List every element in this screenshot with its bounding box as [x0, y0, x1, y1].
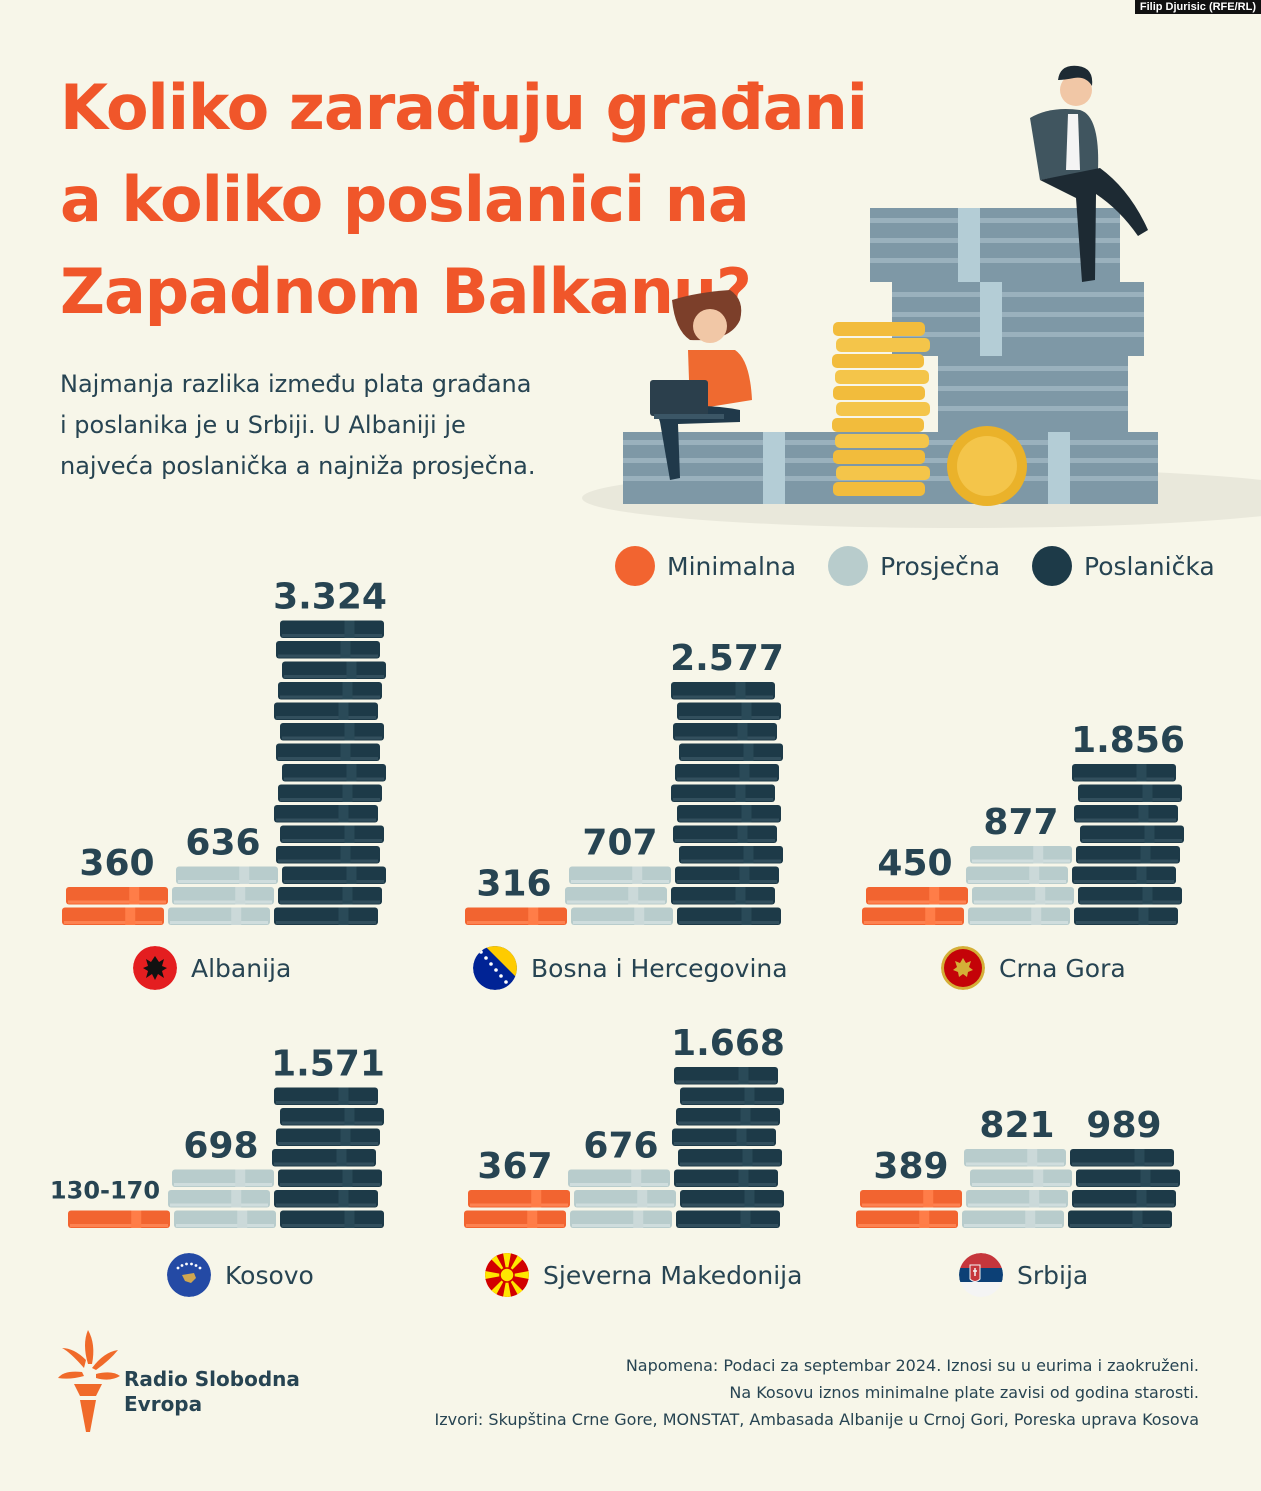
value-label-poslanicka: 2.577	[670, 638, 784, 679]
legend-label: Prosječna	[880, 551, 1001, 581]
footer-note: Na Kosovu iznos minimalne plate zavisi o…	[729, 1383, 1199, 1402]
page-title: Koliko zarađuju građani a koliko poslani…	[60, 62, 960, 338]
chart-group-1: 360 636 3.324	[62, 577, 387, 925]
legend-item-minimalna: Minimalna	[615, 546, 796, 586]
bar-prosjecna	[168, 866, 278, 925]
value-label-prosjecna: 877	[983, 802, 1058, 843]
value-label-poslanicka: 1.856	[1071, 720, 1185, 761]
value-label-minimalna: 130-170	[50, 1177, 160, 1205]
legend-swatch-minimalna	[615, 546, 655, 586]
flag-kosovo-icon	[167, 1253, 211, 1297]
bar-poslanicka	[272, 1087, 384, 1228]
bar-prosjecna	[168, 1169, 276, 1228]
footer-sources: Izvori: Skupština Crne Gore, MONSTAT, Am…	[434, 1410, 1199, 1429]
chart-group-2: 316 707 2.577	[465, 638, 784, 925]
money-stack-middle	[870, 208, 1144, 432]
bar-poslanicka	[1072, 764, 1184, 925]
value-label-minimalna: 316	[476, 864, 551, 905]
legend-item-prosjecna: Prosječna	[828, 546, 1000, 586]
value-label-prosjecna: 821	[979, 1105, 1054, 1146]
bar-minimalna	[464, 1190, 570, 1228]
value-label-poslanicka: 1.668	[671, 1023, 785, 1064]
rse-logo: Radio Slobodna Evropa	[56, 1330, 300, 1434]
logo-line: Radio Slobodna	[124, 1367, 300, 1391]
country-label-north-macedonia: Sjeverna Makedonija	[485, 1253, 802, 1297]
country-label-albania: Albanija	[133, 946, 291, 990]
footer-note: Napomena: Podaci za septembar 2024. Izno…	[625, 1356, 1199, 1375]
chart-legend: Minimalna Prosječna Poslanička	[615, 546, 1215, 586]
subtitle-line: i poslanika je u Srbiji. U Albaniji je	[60, 411, 466, 439]
country-name: Kosovo	[225, 1260, 314, 1290]
bar-poslanicka	[672, 1067, 784, 1228]
bar-minimalna	[68, 1210, 170, 1228]
value-label-minimalna: 360	[79, 843, 154, 884]
footer-notes: Napomena: Podaci za septembar 2024. Izno…	[435, 1352, 1199, 1433]
flag-bih-icon	[473, 946, 517, 990]
logo-line: Evropa	[124, 1392, 203, 1416]
photo-credit: Filip Djurisic (RFE/RL)	[1134, 0, 1261, 14]
country-name: Sjeverna Makedonija	[543, 1260, 803, 1290]
flag-albania-icon	[133, 946, 177, 990]
woman-with-laptop	[650, 290, 752, 480]
value-label-poslanicka: 1.571	[271, 1044, 385, 1085]
title-line: a koliko poslanici na	[60, 163, 750, 236]
country-label-bih: Bosna i Hercegovina	[473, 946, 788, 990]
title-line: Koliko zarađuju građani	[60, 71, 868, 144]
subtitle-line: najveća poslanička a najniža prosječna.	[60, 452, 536, 480]
country-label-serbia: Srbija	[959, 1253, 1088, 1297]
value-label-minimalna: 389	[873, 1146, 948, 1187]
subtitle: Najmanja razlika između plata građana i …	[60, 364, 620, 487]
logo-text: Radio Slobodna Evropa	[124, 1367, 300, 1417]
title-line: Zapadnom Balkanu?	[60, 255, 752, 328]
bar-minimalna	[856, 1190, 962, 1228]
legend-label: Poslanička	[1084, 551, 1215, 581]
bar-prosjecna	[565, 866, 673, 925]
bar-minimalna	[465, 907, 567, 925]
country-name: Albanija	[191, 953, 292, 983]
bar-minimalna	[62, 887, 168, 925]
bar-poslanicka	[274, 620, 386, 925]
legend-swatch-poslanicka	[1032, 546, 1073, 586]
chart-group-6: 389 821 989	[856, 1105, 1180, 1228]
flag-montenegro-icon	[941, 946, 985, 990]
legend-swatch-prosjecna	[828, 546, 869, 586]
value-label-prosjecna: 698	[183, 1126, 258, 1167]
bar-prosjecna	[966, 846, 1074, 925]
bar-prosjecna	[568, 1169, 676, 1228]
chart-group-5: 367 676 1.668	[464, 1023, 785, 1228]
bar-poslanicka	[1068, 1149, 1180, 1228]
coin-stack	[832, 322, 930, 496]
value-label-poslanicka: 989	[1086, 1105, 1161, 1146]
chart-group-4: 130-170 698 1.571	[50, 1044, 385, 1228]
country-label-kosovo: Kosovo	[167, 1253, 314, 1297]
flag-north-macedonia-icon	[485, 1253, 529, 1297]
country-name: Srbija	[1017, 1260, 1089, 1290]
legend-item-poslanicka: Poslanička	[1032, 546, 1215, 586]
subtitle-line: Najmanja razlika između plata građana	[60, 370, 532, 398]
value-label-prosjecna: 676	[583, 1126, 658, 1167]
legend-label: Minimalna	[667, 551, 797, 581]
country-label-montenegro: Crna Gora	[941, 946, 1126, 990]
man-sitting	[1030, 65, 1148, 282]
hero-illustration	[582, 65, 1261, 528]
bar-prosjecna	[962, 1149, 1072, 1228]
bar-minimalna	[862, 887, 968, 925]
bar-poslanicka	[671, 682, 783, 925]
chart-group-3: 450 877 1.856	[862, 720, 1185, 925]
flag-serbia-icon	[959, 1253, 1003, 1297]
country-name: Bosna i Hercegovina	[531, 953, 788, 983]
value-label-minimalna: 450	[877, 843, 952, 884]
value-label-prosjecna: 636	[185, 823, 260, 864]
big-coin	[947, 426, 1027, 506]
rse-torch-logo-icon	[58, 1330, 120, 1432]
value-label-prosjecna: 707	[582, 823, 657, 864]
value-label-poslanicka: 3.324	[273, 577, 387, 618]
country-name: Crna Gora	[999, 953, 1126, 983]
value-label-minimalna: 367	[477, 1146, 552, 1187]
